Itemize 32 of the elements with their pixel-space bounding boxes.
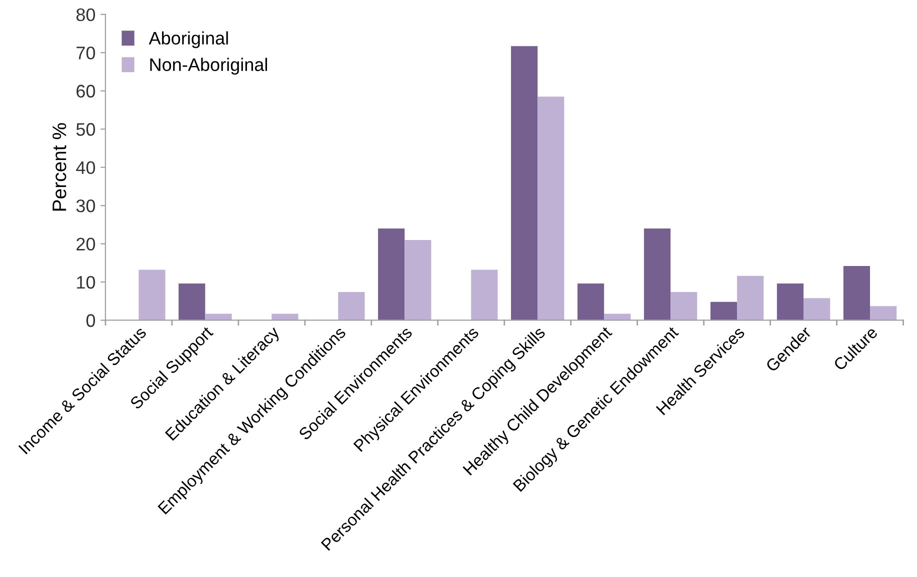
bar [577, 284, 604, 320]
bar [870, 306, 897, 320]
bar [604, 314, 631, 320]
bar [272, 314, 298, 320]
bar [205, 314, 232, 320]
bar [471, 270, 498, 320]
bar [538, 96, 564, 320]
legend-label: Aboriginal [148, 31, 228, 48]
bar [804, 298, 830, 320]
y-tick-label: 60 [76, 84, 96, 98]
legend-label: Non-Aboriginal [150, 58, 268, 75]
bar [710, 302, 738, 320]
y-tick-label: 10 [77, 276, 96, 289]
bar [776, 284, 804, 320]
bar [511, 46, 538, 320]
y-tick-label: 80 [76, 8, 96, 22]
bar [404, 240, 432, 320]
bar [378, 228, 405, 320]
bar [644, 228, 671, 320]
y-tick-label: 0 [86, 314, 96, 327]
bar [338, 292, 365, 320]
y-axis-title: Percent % [52, 123, 66, 211]
bar [843, 266, 870, 320]
y-tick-label: 50 [76, 123, 96, 136]
y-tick-label: 20 [76, 238, 96, 251]
bar [138, 270, 166, 320]
bar [670, 292, 698, 320]
bar [178, 284, 206, 320]
bar [737, 276, 764, 320]
y-tick-label: 70 [76, 46, 96, 60]
y-tick-label: 40 [76, 161, 96, 174]
y-tick-label: 30 [76, 199, 96, 212]
